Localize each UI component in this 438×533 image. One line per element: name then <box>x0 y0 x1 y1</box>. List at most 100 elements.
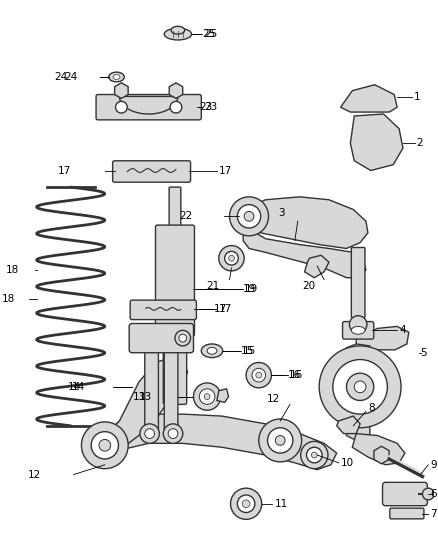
FancyBboxPatch shape <box>390 508 424 519</box>
FancyBboxPatch shape <box>351 247 365 318</box>
Circle shape <box>319 346 401 428</box>
Circle shape <box>311 452 317 458</box>
Circle shape <box>179 334 187 342</box>
Circle shape <box>99 439 111 451</box>
Circle shape <box>168 429 178 439</box>
Circle shape <box>237 205 261 228</box>
Text: 18: 18 <box>2 294 15 304</box>
Polygon shape <box>352 434 405 465</box>
Circle shape <box>276 435 285 445</box>
Text: 25: 25 <box>204 29 217 39</box>
Polygon shape <box>239 197 368 248</box>
Circle shape <box>204 394 210 400</box>
Text: 11: 11 <box>274 499 288 509</box>
Circle shape <box>346 373 374 400</box>
FancyBboxPatch shape <box>169 187 181 228</box>
Text: 14: 14 <box>72 382 85 392</box>
Text: 3: 3 <box>279 208 285 219</box>
Text: 9: 9 <box>430 460 437 470</box>
Polygon shape <box>243 229 366 278</box>
Text: 18: 18 <box>6 265 19 275</box>
Polygon shape <box>356 326 409 353</box>
Circle shape <box>333 360 387 414</box>
Circle shape <box>229 255 234 261</box>
Circle shape <box>268 428 293 453</box>
Circle shape <box>252 368 265 382</box>
Ellipse shape <box>171 26 185 34</box>
Circle shape <box>225 252 238 265</box>
Circle shape <box>244 212 254 221</box>
Text: 25: 25 <box>202 29 215 39</box>
Text: 20: 20 <box>302 280 315 290</box>
Text: 17: 17 <box>57 166 71 175</box>
Circle shape <box>246 362 272 388</box>
Polygon shape <box>105 358 187 455</box>
FancyBboxPatch shape <box>145 344 159 435</box>
Text: 4: 4 <box>399 325 406 335</box>
Ellipse shape <box>109 72 124 82</box>
Circle shape <box>350 316 367 333</box>
Text: 6: 6 <box>430 489 437 499</box>
Circle shape <box>230 488 261 519</box>
Polygon shape <box>304 255 329 278</box>
Polygon shape <box>337 416 360 434</box>
Text: 19: 19 <box>243 285 256 294</box>
Ellipse shape <box>351 326 365 334</box>
FancyBboxPatch shape <box>343 321 374 339</box>
Ellipse shape <box>164 28 191 40</box>
Text: 15: 15 <box>241 346 254 356</box>
Text: 13: 13 <box>133 392 146 401</box>
FancyBboxPatch shape <box>155 225 194 336</box>
Text: 12: 12 <box>28 470 42 480</box>
Circle shape <box>91 432 118 459</box>
Text: 19: 19 <box>245 285 258 294</box>
Circle shape <box>163 424 183 443</box>
Circle shape <box>300 441 328 469</box>
FancyBboxPatch shape <box>129 324 194 353</box>
Polygon shape <box>120 96 178 114</box>
Circle shape <box>230 197 268 236</box>
Text: 16: 16 <box>288 370 301 380</box>
Text: 23: 23 <box>199 102 212 112</box>
Polygon shape <box>350 114 403 171</box>
Polygon shape <box>346 344 370 440</box>
Circle shape <box>256 372 261 378</box>
FancyBboxPatch shape <box>130 300 196 320</box>
Text: 22: 22 <box>179 211 193 221</box>
Text: 23: 23 <box>204 102 217 112</box>
Circle shape <box>81 422 128 469</box>
Circle shape <box>194 383 221 410</box>
Text: 2: 2 <box>417 138 423 148</box>
Text: 14: 14 <box>68 382 81 392</box>
Circle shape <box>307 447 322 463</box>
Circle shape <box>354 381 366 393</box>
Circle shape <box>116 101 127 113</box>
Circle shape <box>237 495 255 513</box>
Text: 17: 17 <box>219 166 232 175</box>
Text: 10: 10 <box>341 458 354 468</box>
Circle shape <box>259 419 302 462</box>
Text: 13: 13 <box>138 392 152 401</box>
FancyBboxPatch shape <box>113 161 191 182</box>
Text: 7: 7 <box>430 508 437 519</box>
Text: 17: 17 <box>214 304 227 314</box>
Text: 24: 24 <box>64 72 78 82</box>
Circle shape <box>145 429 155 439</box>
Circle shape <box>175 330 191 346</box>
Circle shape <box>219 246 244 271</box>
Ellipse shape <box>207 348 217 354</box>
Ellipse shape <box>201 344 223 358</box>
Ellipse shape <box>113 75 120 79</box>
Text: 12: 12 <box>267 393 280 403</box>
FancyBboxPatch shape <box>164 344 178 435</box>
Circle shape <box>170 101 182 113</box>
Text: 24: 24 <box>55 72 68 82</box>
Polygon shape <box>217 389 229 402</box>
Circle shape <box>140 424 159 443</box>
Text: 8: 8 <box>368 403 374 413</box>
Text: 21: 21 <box>207 280 220 290</box>
FancyBboxPatch shape <box>96 94 201 120</box>
Text: 15: 15 <box>243 346 256 356</box>
Polygon shape <box>341 85 397 112</box>
Circle shape <box>423 488 434 500</box>
